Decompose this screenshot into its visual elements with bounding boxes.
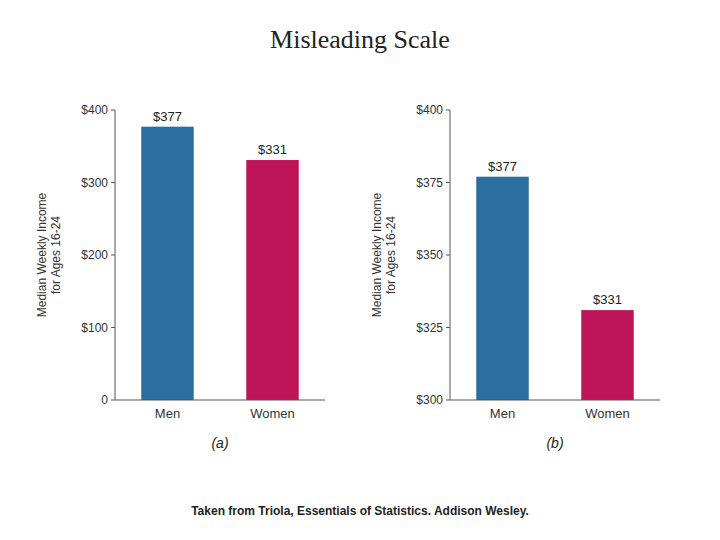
y-axis-label: Median Weekly Incomefor Ages 16-24 [35, 192, 63, 317]
plot: 0 $100 $200 $300 $400 Men Women Median Weekly I… [35, 103, 325, 451]
subtitle: (b) [546, 435, 563, 451]
y-tick [111, 400, 115, 401]
data-label: $331 [593, 292, 622, 307]
y-tick [111, 110, 115, 111]
footer-annotation: Taken from Triola, Essentials of Statist… [191, 504, 529, 518]
y-tick [446, 255, 450, 256]
plot: $300 $325 $350 $375 $400 Men Women Median Weekl… [370, 103, 660, 540]
y-tick [446, 182, 450, 183]
y-tick-label: $200 [81, 248, 108, 262]
bars [476, 177, 634, 400]
x-axis-line [450, 400, 660, 401]
y-tick-label: $100 [81, 321, 108, 335]
y-axis-label: Median Weekly Incomefor Ages 16-24 [370, 192, 398, 317]
y-tick [111, 327, 115, 328]
y-tick [111, 182, 115, 183]
data-label: $377 [488, 159, 517, 174]
y-tick [446, 110, 450, 111]
y-tick-label: $300 [81, 176, 108, 190]
bar [246, 160, 299, 400]
y-tick [446, 400, 450, 401]
y-tick-label: $300 [416, 393, 443, 407]
bars [141, 127, 299, 400]
y-tick-label: $350 [416, 248, 443, 262]
y-tick [446, 327, 450, 328]
bar [141, 127, 194, 400]
x-tick-label: Women [250, 406, 295, 421]
y-tick-label: $375 [416, 176, 443, 190]
bar [476, 177, 529, 400]
y-tick-label: $325 [416, 321, 443, 335]
x-tick-label: Men [490, 406, 515, 421]
bar [581, 310, 634, 400]
x-tick-label: Men [155, 406, 180, 421]
x-axis-line [115, 400, 325, 401]
y-tick-label: $400 [81, 103, 108, 117]
y-tick [111, 255, 115, 256]
subtitle: (a) [211, 435, 228, 451]
data-label: $331 [258, 142, 287, 157]
chart: Misleading Scale Taken from Triola, Essen… [0, 0, 720, 540]
y-tick-label: $400 [416, 103, 443, 117]
title: Misleading Scale [270, 25, 450, 54]
x-tick-label: Women [585, 406, 630, 421]
y-tick-label: 0 [101, 393, 108, 407]
data-label: $377 [153, 109, 182, 124]
